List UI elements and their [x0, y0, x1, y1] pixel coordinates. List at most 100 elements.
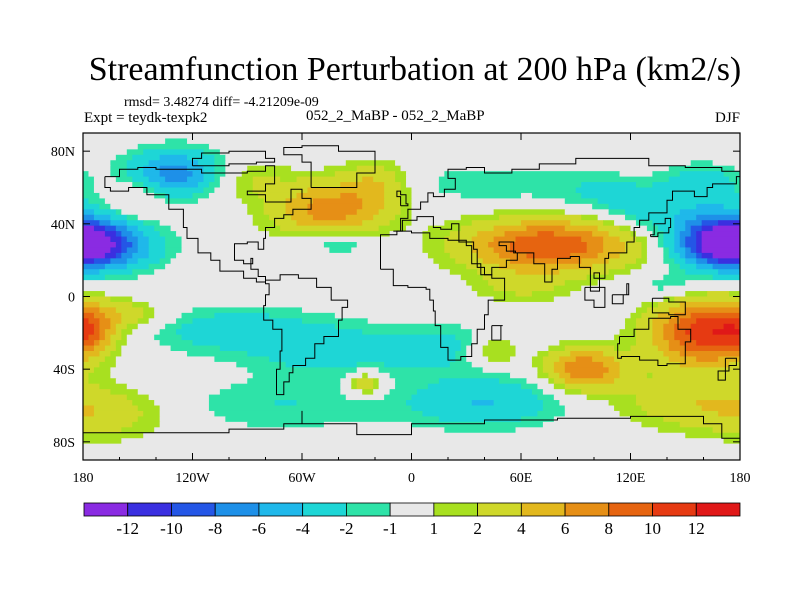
- field-cell: [137, 416, 161, 423]
- field-cell: [630, 416, 664, 423]
- field-cell: [734, 165, 740, 172]
- field-cell: [302, 318, 369, 325]
- field-cell: [652, 334, 664, 341]
- field-cell: [635, 318, 653, 325]
- field-cell: [110, 160, 128, 167]
- field-cell: [126, 258, 139, 265]
- field-cell: [635, 258, 648, 265]
- field-cell: [438, 182, 582, 189]
- field-cell: [581, 182, 637, 189]
- field-cell: [471, 329, 621, 336]
- colorbar-label: 8: [605, 519, 614, 538]
- field-cell: [521, 192, 533, 199]
- field-cell: [422, 242, 445, 249]
- field-cell: [214, 410, 424, 417]
- field-cell: [356, 367, 380, 374]
- field-cell: [657, 345, 670, 352]
- field-cell: [521, 220, 571, 227]
- field-cell: [83, 236, 111, 243]
- field-cell: [630, 345, 659, 352]
- field-cell: [668, 176, 730, 183]
- field-cell: [110, 236, 122, 243]
- field-cell: [444, 247, 473, 254]
- field-cell: [718, 269, 740, 276]
- field-cell: [263, 198, 287, 205]
- field-cell: [159, 182, 199, 189]
- field-cell: [690, 160, 714, 167]
- field-cell: [696, 258, 708, 265]
- field-cell: [176, 252, 429, 259]
- field-cell: [701, 220, 719, 227]
- field-cell: [493, 225, 528, 232]
- field-cell: [143, 220, 161, 227]
- field-cell: [674, 296, 740, 303]
- field-cell: [187, 154, 215, 161]
- field-cell: [427, 383, 522, 390]
- field-cell: [187, 176, 205, 183]
- field-cell: [592, 203, 610, 210]
- colorbar-label: -6: [252, 519, 266, 538]
- field-cell: [115, 340, 128, 347]
- field-cell: [88, 198, 106, 205]
- field-cell: [378, 378, 396, 385]
- field-cell: [641, 247, 648, 254]
- field-cell: [531, 361, 544, 368]
- coastline: [283, 145, 376, 188]
- field-cell: [581, 192, 740, 199]
- field-cell: [471, 220, 522, 227]
- field-cell: [83, 323, 95, 330]
- field-cell: [411, 394, 539, 401]
- field-cell: [126, 225, 139, 232]
- field-cell: [159, 410, 215, 417]
- field-cell: [652, 220, 675, 227]
- field-cell: [247, 421, 325, 428]
- field-cell: [159, 220, 254, 227]
- field-cell: [148, 176, 166, 183]
- field-cell: [657, 312, 675, 319]
- season-label: DJF: [714, 110, 740, 126]
- field-cell: [646, 247, 664, 254]
- field-cell: [674, 242, 681, 249]
- field-cell: [592, 263, 626, 270]
- field-cell: [154, 225, 172, 232]
- field-cell: [83, 405, 95, 412]
- field-cell: [542, 405, 566, 412]
- field-cell: [427, 225, 462, 232]
- field-cell: [515, 427, 659, 434]
- field-cell: [159, 340, 194, 347]
- field-cell: [597, 198, 740, 205]
- field-cell: [444, 220, 473, 227]
- field-cell: [608, 367, 621, 374]
- field-cell: [165, 263, 440, 270]
- field-cell: [679, 242, 686, 249]
- field-cell: [110, 389, 139, 396]
- field-cell: [181, 242, 325, 249]
- field-cell: [340, 182, 385, 189]
- field-cell: [411, 214, 462, 221]
- field-cell: [203, 187, 215, 194]
- field-cell: [236, 182, 254, 189]
- field-cell: [515, 345, 549, 352]
- field-cell: [570, 252, 599, 259]
- field-cell: [187, 165, 205, 172]
- field-cell: [132, 182, 144, 189]
- field-cell: [668, 247, 675, 254]
- field-cell: [564, 361, 604, 368]
- field-cell: [137, 258, 161, 265]
- field-cell: [652, 182, 736, 189]
- field-cell: [148, 252, 166, 259]
- field-cell: [230, 383, 341, 390]
- field-cell: [159, 421, 248, 428]
- field-cell: [126, 160, 150, 167]
- field-cell: [646, 242, 659, 249]
- field-cell: [83, 378, 90, 385]
- field-cell: [685, 236, 697, 243]
- field-cell: [603, 351, 664, 358]
- field-cell: [668, 340, 681, 347]
- field-cell: [663, 323, 675, 330]
- field-cell: [203, 171, 215, 178]
- field-cell: [625, 214, 637, 221]
- field-cell: [83, 182, 95, 189]
- field-cell: [460, 345, 467, 352]
